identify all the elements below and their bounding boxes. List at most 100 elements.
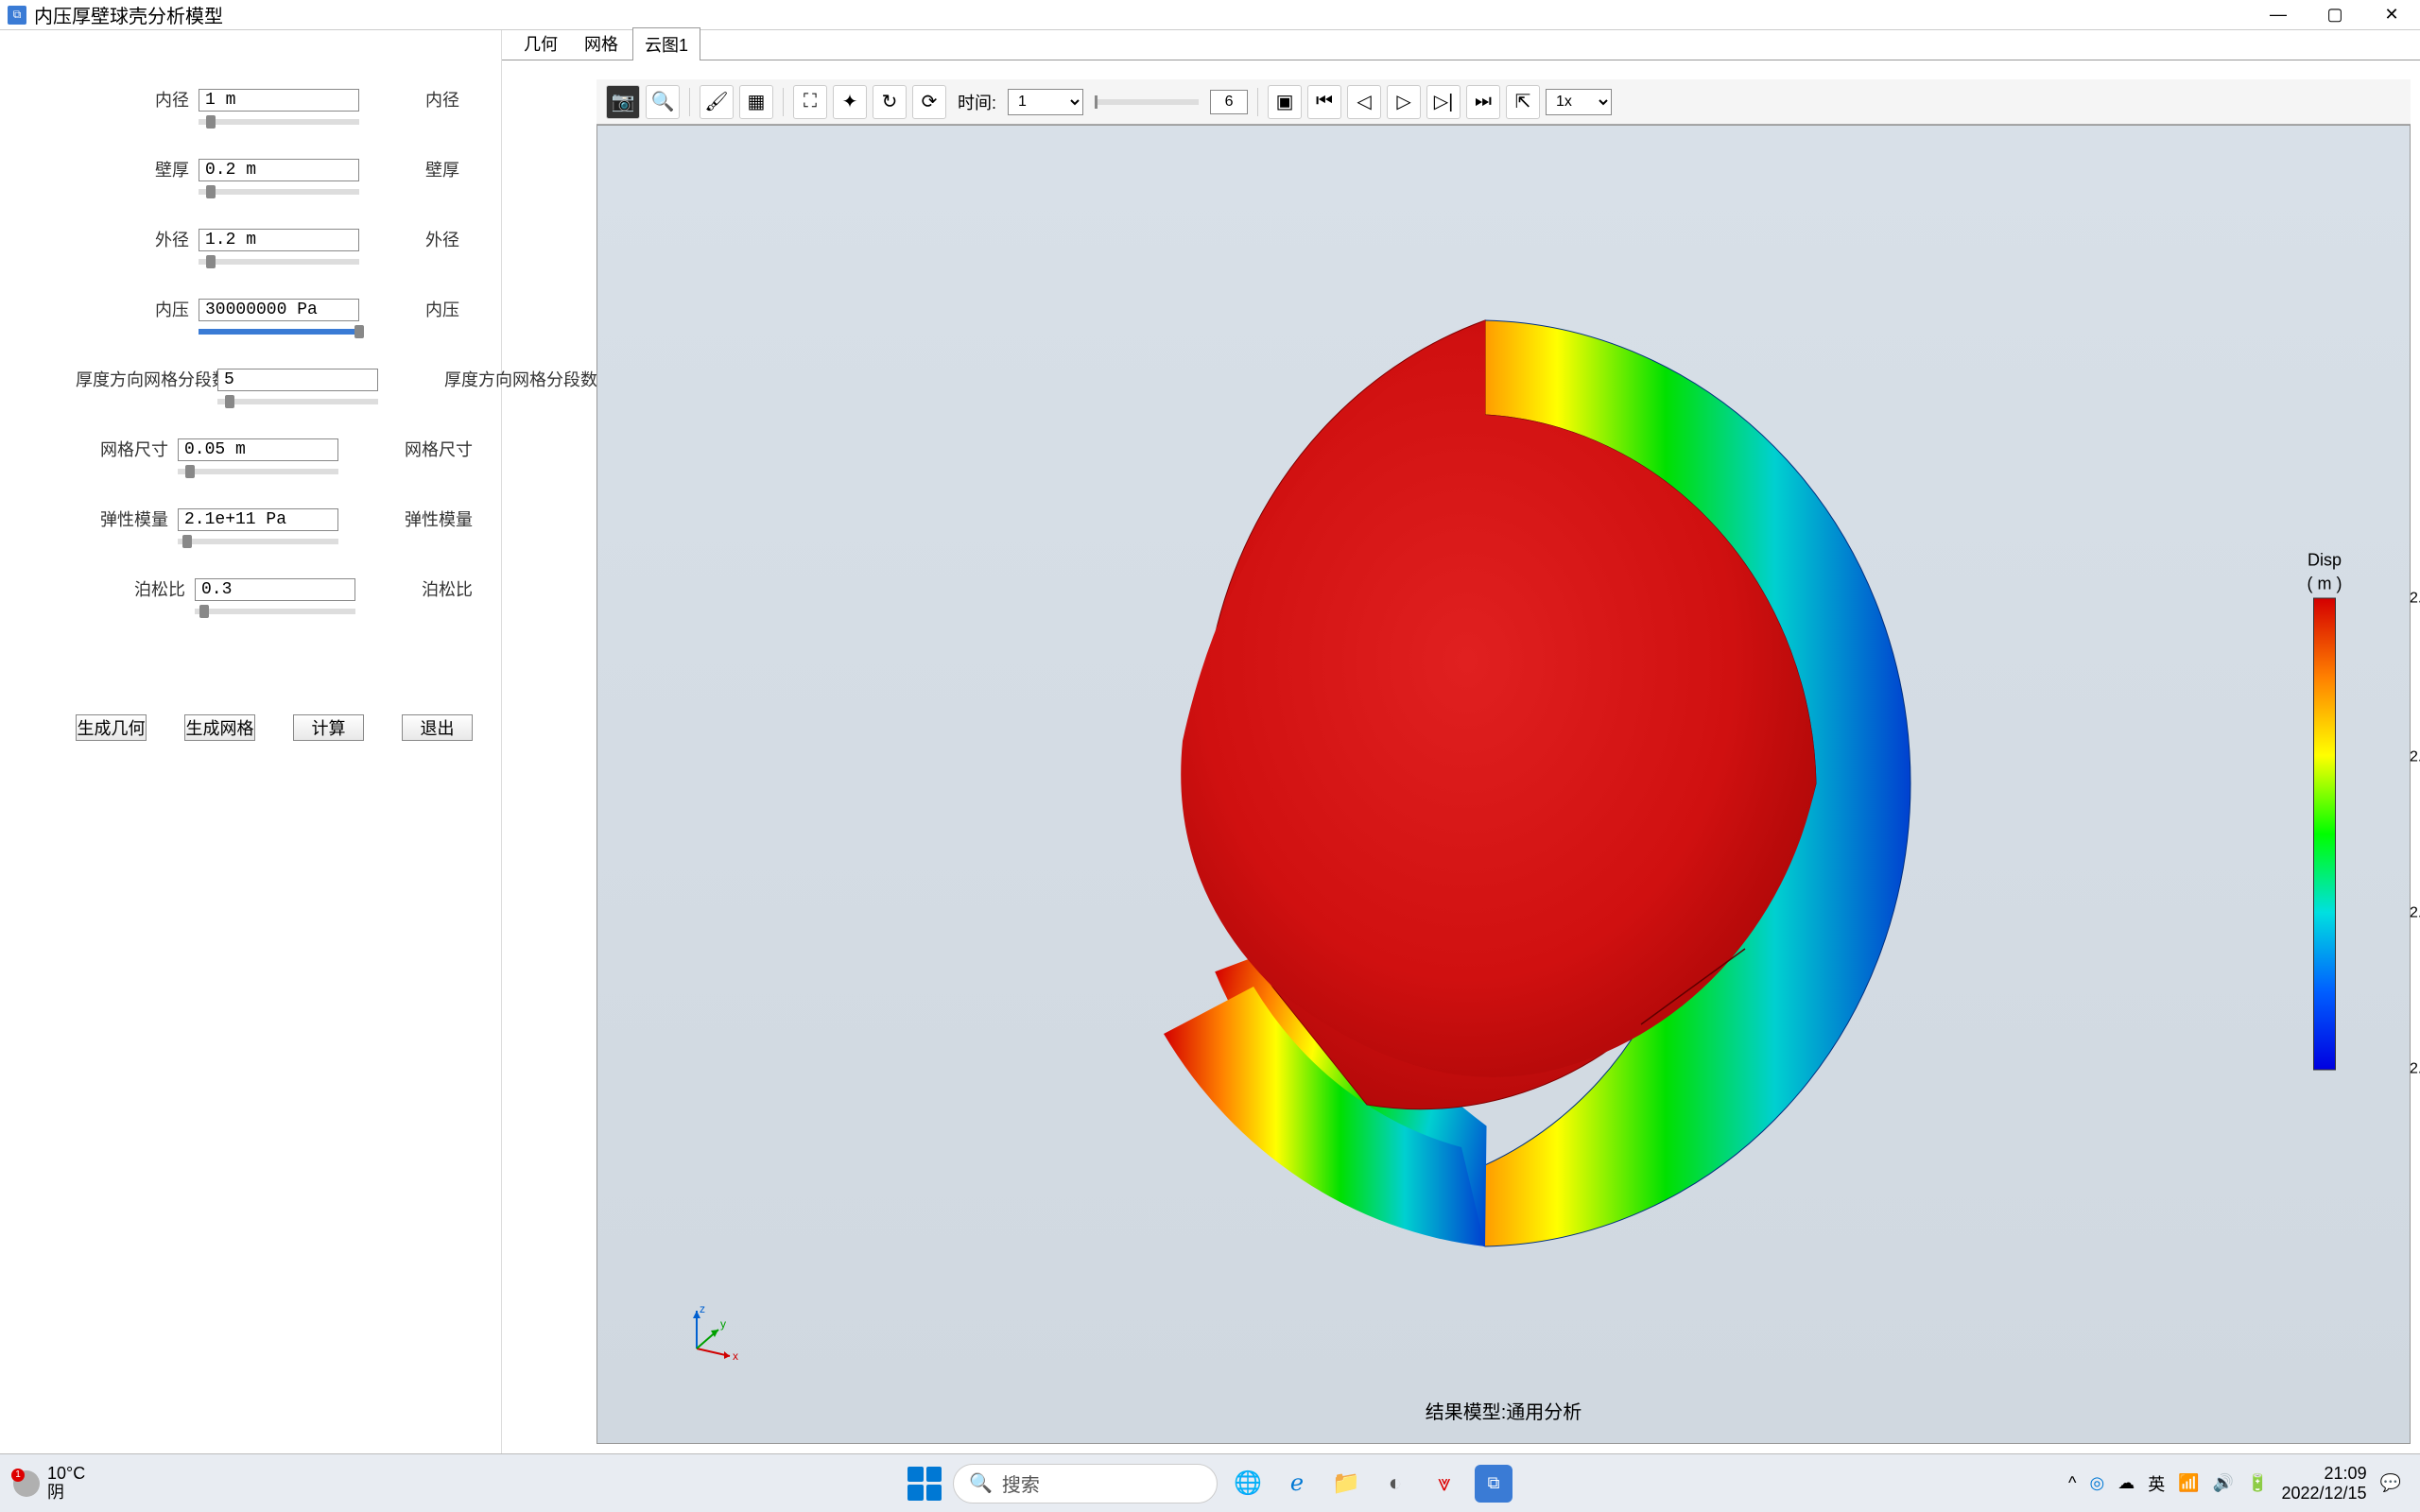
param-slider[interactable]	[199, 119, 359, 125]
generate-mesh-button[interactable]: 生成网格	[184, 714, 255, 741]
time-slider[interactable]	[1095, 99, 1199, 105]
search-icon[interactable]: 🔍	[646, 85, 680, 119]
legend-min: 2.469e-04	[2410, 1061, 2420, 1078]
exit-button[interactable]: 退出	[402, 714, 473, 741]
snapshot-icon[interactable]: 📷	[606, 85, 640, 119]
brush-icon[interactable]: 🖌	[700, 85, 734, 119]
viewport-toolbar: 📷 🔍 🖌 ▦ ⛶ ✦ ↻ ⟳ 时间: 1 ▣ ⏮ ◁ ▷ ▷| ⏭ ⇱ 1x	[596, 79, 2411, 125]
param-input[interactable]	[199, 159, 359, 181]
window-title: 内压厚壁球壳分析模型	[34, 1, 223, 28]
param-label: 弹性模量	[76, 507, 178, 531]
visualization-panel: 几何 网格 云图1 📷 🔍 🖌 ▦ ⛶ ✦ ↻ ⟳ 时间: 1 ▣ ⏮ ◁ ▷ …	[501, 30, 2420, 1453]
explorer-icon[interactable]: 📁	[1327, 1465, 1365, 1503]
clock-time: 21:09	[2281, 1464, 2366, 1484]
param-label: 内径	[76, 87, 199, 112]
start-button[interactable]	[908, 1467, 942, 1501]
param-label: 网格尺寸	[76, 437, 178, 461]
clock-date: 2022/12/15	[2281, 1484, 2366, 1503]
param-slider[interactable]	[199, 329, 359, 335]
legend-val: 2.643e-04	[2410, 905, 2420, 922]
tab-mesh[interactable]: 网格	[572, 26, 631, 60]
tray-chevron-icon[interactable]: ^	[2068, 1473, 2076, 1493]
param-slider[interactable]	[178, 469, 338, 474]
edge-icon[interactable]: 🌐	[1229, 1465, 1267, 1503]
app1-icon[interactable]: ◐	[1376, 1465, 1414, 1503]
time-label: 时间:	[958, 90, 996, 114]
param-desc: 内径	[425, 87, 459, 112]
param-label: 泊松比	[76, 576, 195, 601]
export-icon[interactable]: ⇱	[1506, 85, 1540, 119]
weather-widget[interactable]: 1 10°C 阴	[0, 1465, 98, 1503]
cube-color-icon[interactable]: ▦	[739, 85, 773, 119]
param-slider[interactable]	[195, 609, 355, 614]
refresh-icon[interactable]: ⟳	[912, 85, 946, 119]
param-input[interactable]	[195, 578, 355, 601]
minimize-button[interactable]: —	[2250, 0, 2307, 30]
legend-title: Disp	[2268, 551, 2381, 571]
legend-val: 2.817e-04	[2410, 749, 2420, 766]
param-input[interactable]	[178, 438, 338, 461]
param-input[interactable]	[199, 89, 359, 112]
svg-text:z: z	[700, 1302, 705, 1315]
legend-colorbar	[2313, 598, 2336, 1071]
wifi-icon[interactable]: 📶	[2178, 1473, 2199, 1493]
compute-button[interactable]: 计算	[293, 714, 364, 741]
viewport[interactable]: x z y Disp ( m ) 2.990e-04 2.817e-04 2.6…	[596, 125, 2411, 1444]
param-desc: 内压	[425, 297, 459, 321]
maximize-button[interactable]: ▢	[2307, 0, 2363, 30]
play-icon[interactable]: ▷	[1387, 85, 1421, 119]
fit-view-icon[interactable]: ⛶	[793, 85, 827, 119]
record-icon[interactable]: ▣	[1268, 85, 1302, 119]
param-row: 泊松比泊松比	[76, 576, 473, 601]
last-frame-icon[interactable]: ⏭	[1466, 85, 1500, 119]
notifications-icon[interactable]: 💬	[2380, 1473, 2401, 1493]
clock[interactable]: 21:09 2022/12/15	[2281, 1464, 2366, 1503]
frame-spinner[interactable]	[1210, 90, 1248, 114]
first-frame-icon[interactable]: ⏮	[1307, 85, 1341, 119]
tab-geometry[interactable]: 几何	[511, 26, 570, 60]
app-icon: ⧉	[8, 6, 26, 25]
edge-alt-icon[interactable]: ℯ	[1278, 1465, 1316, 1503]
param-slider[interactable]	[199, 189, 359, 195]
param-row: 内压 内压	[76, 297, 473, 321]
ime-indicator[interactable]: 英	[2148, 1471, 2165, 1496]
param-row: 厚度方向网格分段数厚度方向网格分段数	[76, 367, 473, 391]
param-desc: 弹性模量	[405, 507, 473, 531]
taskbar-search[interactable]: 🔍 搜索	[953, 1464, 1218, 1503]
volume-icon[interactable]: 🔊	[2213, 1473, 2234, 1493]
generate-geometry-button[interactable]: 生成几何	[76, 714, 147, 741]
param-slider[interactable]	[199, 259, 359, 265]
param-row: 外径外径	[76, 227, 473, 251]
tray-cloud-icon[interactable]: ☁	[2118, 1473, 2135, 1493]
param-input[interactable]	[199, 229, 359, 251]
param-input[interactable]	[178, 508, 338, 531]
tab-contour[interactable]: 云图1	[632, 27, 700, 60]
taskbar: 1 10°C 阴 🔍 搜索 🌐 ℯ 📁 ◐ ⩔ ⧉ ^ ◎ ☁ 英 📶 🔊 🔋 …	[0, 1453, 2420, 1512]
battery-icon[interactable]: 🔋	[2247, 1473, 2268, 1493]
time-select[interactable]: 1	[1008, 89, 1083, 115]
close-button[interactable]: ✕	[2363, 0, 2420, 30]
param-label: 外径	[76, 227, 199, 251]
svg-text:x: x	[733, 1349, 738, 1363]
param-slider[interactable]	[178, 539, 338, 544]
rotate-icon[interactable]: ↻	[873, 85, 907, 119]
app3-icon[interactable]: ⧉	[1475, 1465, 1512, 1503]
next-frame-icon[interactable]: ▷|	[1426, 85, 1461, 119]
param-row: 弹性模量 弹性模量	[76, 507, 473, 531]
param-desc: 厚度方向网格分段数	[444, 367, 597, 391]
param-slider[interactable]	[217, 399, 378, 404]
param-desc: 壁厚	[425, 157, 459, 181]
param-input[interactable]	[199, 299, 359, 321]
param-input[interactable]	[217, 369, 378, 391]
result-label: 结果模型:通用分析	[1426, 1397, 1582, 1424]
param-label: 内压	[76, 297, 199, 321]
view-tabs: 几何 网格 云图1	[502, 30, 2420, 60]
app2-icon[interactable]: ⩔	[1426, 1465, 1463, 1503]
speed-select[interactable]: 1x	[1546, 89, 1612, 115]
tray-app-icon[interactable]: ◎	[2090, 1473, 2105, 1493]
color-legend: Disp ( m ) 2.990e-04 2.817e-04 2.643e-04…	[2268, 551, 2381, 1071]
prev-frame-icon[interactable]: ◁	[1347, 85, 1381, 119]
search-placeholder: 搜索	[1002, 1469, 1040, 1497]
param-desc: 网格尺寸	[405, 437, 473, 461]
axes-icon[interactable]: ✦	[833, 85, 867, 119]
